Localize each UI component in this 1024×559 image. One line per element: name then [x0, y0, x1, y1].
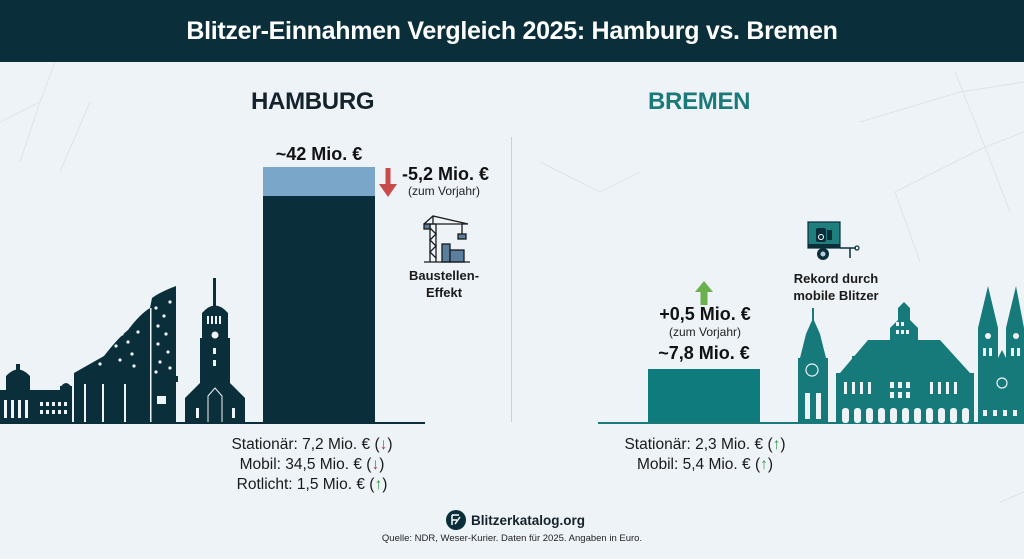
bremen-bar	[648, 369, 760, 423]
page-title: Blitzer-Einnahmen Vergleich 2025: Hambur…	[186, 16, 838, 45]
bremen-title: BREMEN	[648, 88, 751, 115]
breakdown-row: Rotlicht: 1,5 Mio. € (↑)	[236, 476, 388, 493]
brand-name: Blitzerkatalog.org	[471, 512, 586, 528]
speed-camera-trailer-icon	[807, 221, 860, 260]
hamburg-title: HAMBURG	[251, 88, 375, 115]
arrow-down-icon	[379, 168, 397, 197]
breakdown-row: Mobil: 5,4 Mio. € (↑)	[636, 456, 774, 473]
bremen-baseline	[598, 422, 1024, 424]
breakdown-row: Mobil: 34,5 Mio. € (↓)	[239, 456, 385, 473]
hamburg-baseline	[0, 422, 425, 424]
brand: Blitzerkatalog.org	[446, 510, 585, 530]
hamburg-skyline-icon	[0, 278, 245, 423]
bremen-delta-note: (zum Vorjahr)	[668, 325, 742, 339]
hamburg-bar-value-segment	[263, 196, 375, 423]
center-divider	[511, 137, 512, 422]
bremen-total-label: ~7,8 Mio. €	[658, 343, 750, 363]
header-bar: Blitzer-Einnahmen Vergleich 2025: Hambur…	[0, 0, 1024, 62]
arrow-up-icon: ↑	[374, 476, 383, 493]
bremen-skyline-icon	[798, 286, 1024, 423]
hamburg-bar	[263, 167, 375, 423]
crane-construction-icon	[423, 215, 470, 263]
hamburg-breakdown: Stationär: 7,2 Mio. € (↓) Mobil: 34,5 Mi…	[222, 435, 402, 495]
bremen-breakdown: Stationär: 2,3 Mio. € (↑) Mobil: 5,4 Mio…	[600, 435, 810, 475]
breakdown-row: Stationär: 7,2 Mio. € (↓)	[231, 436, 393, 453]
hamburg-total-label: ~42 Mio. €	[275, 144, 363, 164]
arrow-up-icon	[695, 281, 713, 305]
arrow-down-icon: ↓	[371, 456, 380, 473]
arrow-up-icon: ↑	[772, 436, 781, 453]
source-note: Quelle: NDR, Weser-Kurier. Daten für 202…	[381, 533, 643, 544]
arrow-down-icon: ↓	[379, 436, 388, 453]
hamburg-delta-note: (zum Vorjahr)	[408, 184, 481, 198]
hamburg-note: Baustellen- Effekt	[408, 268, 480, 300]
bremen-delta: +0,5 Mio. €	[659, 304, 751, 324]
hamburg-delta: -5,2 Mio. €	[402, 164, 490, 184]
background-map-lines	[0, 62, 1024, 503]
hamburg-bar-decrease-segment	[263, 167, 375, 196]
breakdown-row: Stationär: 2,3 Mio. € (↑)	[624, 436, 786, 453]
arrow-up-icon: ↑	[760, 456, 768, 473]
bremen-note: Rekord durch mobile Blitzer	[793, 271, 879, 303]
brand-logo-icon	[446, 510, 466, 530]
